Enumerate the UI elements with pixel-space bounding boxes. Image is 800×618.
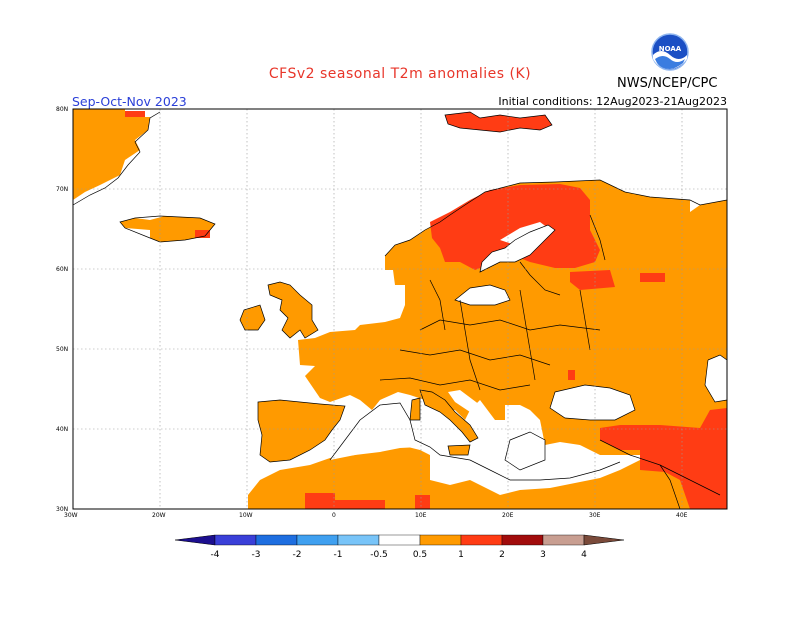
colorbar-max-arrow <box>583 534 625 546</box>
colorbar-tick-label: 3 <box>540 550 546 560</box>
lat-tick: 60N <box>56 266 69 273</box>
colorbar-min-arrow <box>174 534 216 546</box>
initial-conditions: Initial conditions: 12Aug2023-21Aug2023 <box>498 95 727 108</box>
lon-tick: 0 <box>332 512 336 519</box>
colorbar: -4 -3 -2 -1 -0.5 0.5 1 2 3 4 <box>174 534 625 560</box>
colorbar-segment <box>337 534 380 546</box>
lon-tick: 40E <box>676 512 688 519</box>
colorbar-tick-label: -1 <box>334 550 343 560</box>
anomaly-0.5-1-regions <box>73 109 727 509</box>
svg-text:NOAA: NOAA <box>659 45 682 53</box>
chart-title: CFSv2 seasonal T2m anomalies (K) <box>268 66 532 82</box>
forecast-period: Sep-Oct-Nov 2023 <box>72 94 187 109</box>
lon-tick: 10E <box>415 512 427 519</box>
lat-tick: 40N <box>56 426 69 433</box>
colorbar-tick-label: 4 <box>581 550 587 560</box>
lon-tick: 30W <box>64 512 78 519</box>
graticule <box>73 109 727 509</box>
lat-tick: 50N <box>56 346 69 353</box>
lon-tick: 10W <box>239 512 253 519</box>
colorbar-tick-label: -4 <box>211 550 220 560</box>
map-frame <box>72 108 728 510</box>
lat-tick: 30N <box>56 506 69 513</box>
colorbar-segment <box>460 534 503 546</box>
noaa-logo: NOAA <box>651 33 689 71</box>
colorbar-tick-label: -0.5 <box>370 550 388 560</box>
lat-tick: 80N <box>56 106 69 113</box>
sea-inlays <box>318 222 727 480</box>
colorbar-segment <box>255 534 298 546</box>
colorbar-segment <box>542 534 585 546</box>
anomaly-1-2-regions <box>125 111 727 509</box>
colorbar-tick-label: 0.5 <box>413 550 427 560</box>
agency-label: NWS/NCEP/CPC <box>617 76 718 91</box>
colorbar-segment <box>214 534 257 546</box>
colorbar-tick-label: -3 <box>252 550 261 560</box>
coastlines <box>72 111 728 510</box>
lon-tick: 30E <box>589 512 601 519</box>
lon-tick: 20E <box>502 512 514 519</box>
colorbar-segment <box>296 534 339 546</box>
colorbar-tick-label: -2 <box>293 550 302 560</box>
colorbar-tick-label: 1 <box>458 550 464 560</box>
colorbar-segment <box>419 534 462 546</box>
lon-tick: 20W <box>152 512 166 519</box>
colorbar-segment <box>501 534 544 546</box>
lat-tick: 70N <box>56 186 69 193</box>
colorbar-segment <box>378 534 421 546</box>
colorbar-tick-label: 2 <box>499 550 505 560</box>
